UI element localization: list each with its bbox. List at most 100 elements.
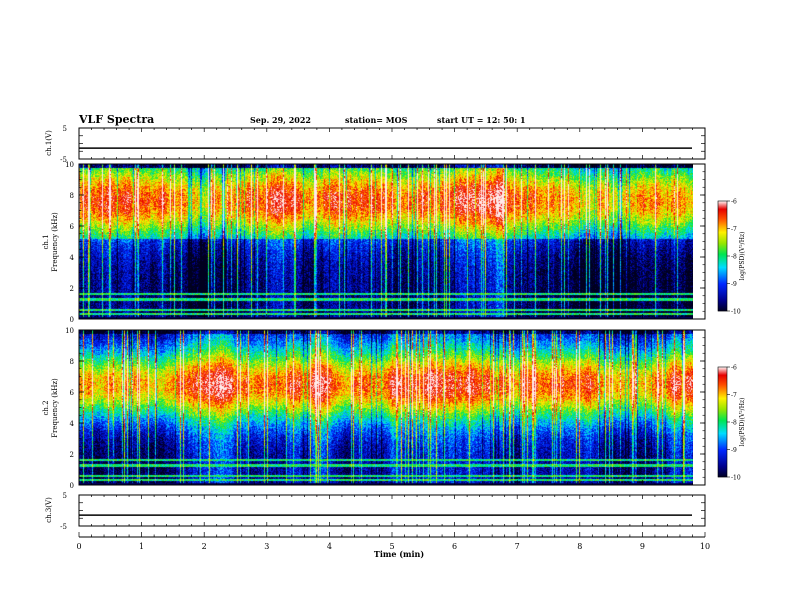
ch1-ylabel-channel: ch.1 xyxy=(42,234,50,249)
colorbar-swatch xyxy=(718,264,727,266)
colorbar-swatch xyxy=(718,208,727,210)
ch1-voltage-panel: 5 -5 ch.1(V) xyxy=(45,125,706,164)
colorbar-swatch xyxy=(718,309,727,311)
colorbar-swatch xyxy=(718,292,727,294)
colorbar-swatch xyxy=(718,387,727,389)
colorbar-swatch xyxy=(718,447,727,449)
colorbar-swatch xyxy=(718,423,727,425)
ch1-voltage-ticks xyxy=(78,127,706,160)
freq-tick-label: 2 xyxy=(70,451,74,459)
colorbar-swatch xyxy=(718,232,727,234)
colorbar-swatch xyxy=(718,393,727,395)
colorbar-swatch xyxy=(718,212,727,214)
ch2-ylabel-frequency: Frequency (kHz) xyxy=(51,378,59,438)
colorbar-swatch xyxy=(718,413,727,415)
colorbar-swatch xyxy=(718,448,727,450)
colorbar-swatch xyxy=(718,379,727,381)
colorbar-swatch xyxy=(718,251,727,253)
colorbar-swatch xyxy=(718,386,727,388)
colorbar-swatch xyxy=(718,429,727,431)
colorbar-swatch xyxy=(718,243,727,245)
colorbar-swatch xyxy=(718,404,727,406)
figure-title: VLF Spectra xyxy=(78,113,154,126)
ch1-spectrogram-container xyxy=(79,164,693,319)
colorbar-swatch xyxy=(718,262,727,264)
colorbar-swatch xyxy=(718,295,727,297)
colorbar-swatch xyxy=(718,248,727,250)
colorbar-swatch xyxy=(718,417,727,419)
colorbar-swatch xyxy=(718,367,727,369)
colorbar-tick-label: -8 xyxy=(731,254,737,261)
colorbar-swatch xyxy=(718,437,727,439)
ch3-voltage-ticks xyxy=(78,494,706,527)
ch1-v-tick-top: 5 xyxy=(63,125,67,133)
colorbar-swatch xyxy=(718,371,727,373)
colorbar-swatch xyxy=(718,246,727,248)
colorbar-swatch xyxy=(718,213,727,215)
colorbar-swatch xyxy=(718,211,727,213)
colorbar-swatch xyxy=(718,466,727,468)
colorbar-swatch xyxy=(718,204,727,206)
ch3-voltage-frame xyxy=(78,494,706,527)
colorbar-swatch xyxy=(718,245,727,247)
freq-tick-label: 4 xyxy=(70,254,75,262)
colorbar-swatch xyxy=(718,247,727,249)
colorbar-swatch xyxy=(718,221,727,223)
ch1-spectrogram-image xyxy=(79,164,693,319)
colorbar-swatch xyxy=(718,302,727,304)
colorbar-swatch xyxy=(718,277,727,279)
colorbar-swatch xyxy=(718,453,727,455)
colorbar-tick-label: -6 xyxy=(731,365,737,372)
colorbar-swatch xyxy=(718,391,727,393)
time-tick-label: 0 xyxy=(76,542,81,551)
colorbar-swatch xyxy=(718,375,727,377)
colorbar-swatch xyxy=(718,296,727,298)
colorbar-swatch xyxy=(718,268,727,270)
colorbar-swatch xyxy=(718,459,727,461)
colorbar-swatch xyxy=(718,244,727,246)
colorbar-swatch xyxy=(718,473,727,475)
colorbar-swatch xyxy=(718,229,727,231)
colorbar-swatch xyxy=(718,233,727,235)
colorbar-swatch xyxy=(718,203,727,205)
colorbar-swatch xyxy=(718,385,727,387)
colorbar-swatch xyxy=(718,372,727,374)
colorbar-swatch xyxy=(718,224,727,226)
colorbar-swatch xyxy=(718,436,727,438)
colorbar-tick-label: -10 xyxy=(731,309,741,316)
colorbar-swatch xyxy=(718,276,727,278)
colorbar-swatch xyxy=(718,275,727,277)
colorbar-swatch xyxy=(718,388,727,390)
colorbar-swatch xyxy=(718,220,727,222)
colorbar-swatch xyxy=(718,280,727,282)
colorbar-swatch xyxy=(718,405,727,407)
colorbar-swatch xyxy=(718,475,727,477)
colorbar-swatch xyxy=(718,440,727,442)
colorbar-swatch xyxy=(718,445,727,447)
colorbar-swatch xyxy=(718,399,727,401)
colorbar-swatch xyxy=(718,434,727,436)
colorbar-swatch xyxy=(718,439,727,441)
colorbar-swatch xyxy=(718,274,727,276)
colorbar-swatch xyxy=(718,308,727,310)
colorbar-swatch xyxy=(718,460,727,462)
colorbar-swatch xyxy=(718,426,727,428)
colorbar-swatch xyxy=(718,414,727,416)
colorbar-swatch xyxy=(718,236,727,238)
colorbar-swatch xyxy=(718,218,727,220)
date-label: Sep. 29, 2022 xyxy=(250,115,311,125)
colorbar-swatch xyxy=(718,403,727,405)
colorbar-swatch xyxy=(718,461,727,463)
colorbar-swatch xyxy=(718,226,727,228)
colorbar-tick-label: -8 xyxy=(731,420,737,427)
colorbar-swatch xyxy=(718,259,727,261)
colorbar-tick-label: -6 xyxy=(731,199,737,206)
colorbar-swatch xyxy=(718,238,727,240)
colorbar-swatch xyxy=(718,254,727,256)
colorbar-swatch xyxy=(718,273,727,275)
colorbar-swatch xyxy=(718,285,727,287)
freq-tick-label: 0 xyxy=(70,316,74,324)
colorbar-swatch xyxy=(718,234,727,236)
colorbar-swatch xyxy=(718,288,727,290)
